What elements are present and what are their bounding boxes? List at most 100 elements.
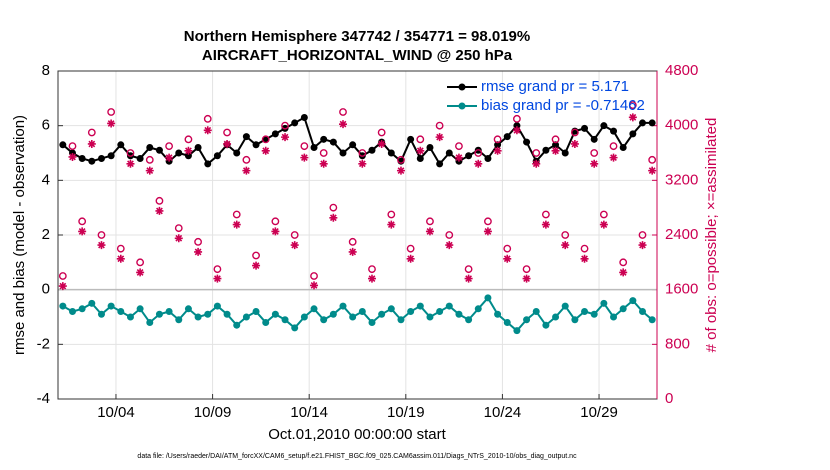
data-point <box>513 327 521 335</box>
possible-point <box>329 203 338 212</box>
assimilated-point <box>242 166 251 175</box>
assimilated-point <box>464 274 473 283</box>
assimilated-point <box>126 159 135 168</box>
x-tick-label: 10/19 <box>387 404 425 421</box>
assimilated-point <box>58 282 67 291</box>
data-point <box>242 313 250 321</box>
data-point <box>629 130 637 138</box>
data-point <box>619 144 627 152</box>
possible-point <box>58 272 67 280</box>
data-point <box>648 316 656 324</box>
data-point <box>349 313 357 321</box>
y-tick-label: 6 <box>42 117 50 134</box>
assimilated-point <box>425 227 434 236</box>
possible-point <box>136 258 145 267</box>
data-point <box>378 310 386 318</box>
data-point <box>542 146 550 154</box>
assimilated-point <box>223 139 232 148</box>
possible-point <box>493 135 502 144</box>
possible-point <box>339 108 347 116</box>
data-point <box>523 138 531 146</box>
data-point <box>155 310 163 318</box>
data-point <box>581 308 589 316</box>
data-point <box>233 149 241 157</box>
data-point <box>262 318 270 326</box>
x-tick-label: 10/24 <box>484 404 522 421</box>
data-point <box>571 316 579 324</box>
data-point <box>165 308 173 316</box>
data-point <box>465 316 473 324</box>
data-point <box>513 122 521 130</box>
y2-tick-label: 4000 <box>665 117 698 134</box>
possible-point <box>319 149 328 157</box>
series-line <box>62 296 653 333</box>
data-point <box>639 308 647 316</box>
data-point <box>436 308 444 316</box>
assimilated-point <box>367 274 376 283</box>
possible-point <box>464 265 473 274</box>
possible-point <box>174 224 183 233</box>
assimilated-point <box>435 133 444 142</box>
x-tick-label: 10/29 <box>580 404 618 421</box>
possible-point <box>116 244 125 253</box>
assimilated-point <box>339 120 348 129</box>
possible-point <box>551 135 560 144</box>
data-point <box>320 316 328 324</box>
data-point <box>416 302 424 310</box>
y2-tick-label: 1600 <box>665 281 698 298</box>
possible-point <box>87 128 96 137</box>
possible-point <box>397 155 405 164</box>
possible-point <box>599 210 608 219</box>
data-point <box>136 154 144 162</box>
assimilated-point <box>590 159 599 168</box>
assimilated-point <box>107 119 116 128</box>
data-point <box>204 160 212 168</box>
x-tick-label: 10/14 <box>290 404 328 421</box>
data-point <box>387 305 395 313</box>
possible-point <box>541 210 550 219</box>
x-tick-label: 10/04 <box>97 404 135 421</box>
assimilated-point <box>638 241 647 250</box>
data-point <box>136 305 144 313</box>
possible-point <box>570 128 579 137</box>
data-point <box>484 154 492 162</box>
data-point <box>300 113 308 121</box>
y-tick-label: -4 <box>37 390 50 407</box>
possible-point <box>648 155 657 164</box>
data-point <box>445 149 453 157</box>
assimilated-point <box>300 153 309 162</box>
possible-point <box>68 142 77 151</box>
assimilated-point <box>580 254 589 263</box>
data-point <box>271 310 279 318</box>
data-point <box>426 313 434 321</box>
data-point <box>233 321 241 329</box>
data-point <box>581 124 589 132</box>
data-point <box>610 127 618 135</box>
data-point <box>368 146 376 154</box>
assimilated-point <box>377 139 386 148</box>
data-point <box>436 160 444 168</box>
data-point <box>291 119 299 127</box>
data-point <box>368 318 376 326</box>
possible-point <box>290 231 299 239</box>
possible-point <box>532 149 541 157</box>
possible-point <box>628 101 637 110</box>
data-point <box>310 144 318 152</box>
possible-point <box>348 237 357 246</box>
assimilated-point <box>213 274 222 283</box>
possible-point <box>261 135 270 144</box>
legend-marker <box>458 83 466 91</box>
data-point <box>97 310 105 318</box>
y-tick-label: 4 <box>42 171 50 188</box>
assimilated-point <box>551 146 560 155</box>
assimilated-point <box>87 139 96 148</box>
possible-point <box>580 244 589 253</box>
chart-title: Northern Hemisphere 347742 / 354771 = 98… <box>184 28 530 45</box>
assimilated-point <box>310 281 319 290</box>
assimilated-point <box>628 113 637 122</box>
assimilated-point <box>232 220 241 229</box>
assimilated-point <box>406 254 415 263</box>
data-point <box>523 316 531 324</box>
data-point <box>291 324 299 332</box>
y2-tick-label: 4800 <box>665 62 698 79</box>
